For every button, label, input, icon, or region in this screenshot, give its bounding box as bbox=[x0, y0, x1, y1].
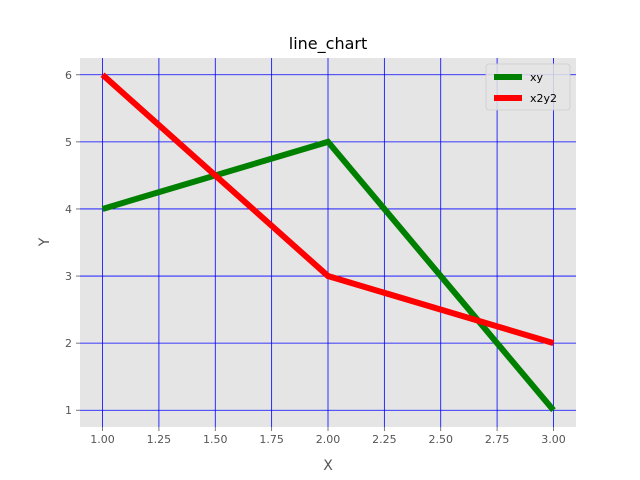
chart-title: line_chart bbox=[289, 34, 367, 54]
x-tick-label: 2.25 bbox=[372, 433, 397, 446]
legend-box bbox=[485, 63, 571, 111]
legend-label: xy bbox=[530, 71, 544, 84]
x-tick-label: 2.00 bbox=[316, 433, 341, 446]
y-axis-label: Y bbox=[37, 237, 53, 247]
y-tick-label: 2 bbox=[65, 337, 72, 350]
x-tick-label: 1.75 bbox=[259, 433, 284, 446]
x-tick-label: 3.00 bbox=[541, 433, 566, 446]
legend: xy x2y2 bbox=[485, 63, 571, 111]
x-tick-label: 1.50 bbox=[203, 433, 228, 446]
legend-label: x2y2 bbox=[530, 92, 557, 105]
y-tick-label: 1 bbox=[65, 404, 72, 417]
x-tick-label: 1.25 bbox=[147, 433, 172, 446]
x-tick-label: 1.00 bbox=[90, 433, 115, 446]
series-line-x2y2 bbox=[100, 72, 555, 347]
x-tick-label: 2.75 bbox=[485, 433, 510, 446]
y-tick-label: 5 bbox=[65, 136, 72, 149]
y-tick-label: 6 bbox=[65, 69, 72, 82]
x-axis-label: X bbox=[323, 458, 333, 474]
y-axis: 1 2 3 4 5 6 bbox=[65, 69, 80, 417]
x-axis: 1.00 1.25 1.50 1.75 2.00 2.25 2.50 2.75 3.00 bbox=[90, 427, 566, 446]
series-layer bbox=[100, 72, 556, 413]
x-tick-label: 2.50 bbox=[428, 433, 453, 446]
y-tick-label: 3 bbox=[65, 270, 72, 283]
y-tick-label: 4 bbox=[65, 203, 72, 216]
